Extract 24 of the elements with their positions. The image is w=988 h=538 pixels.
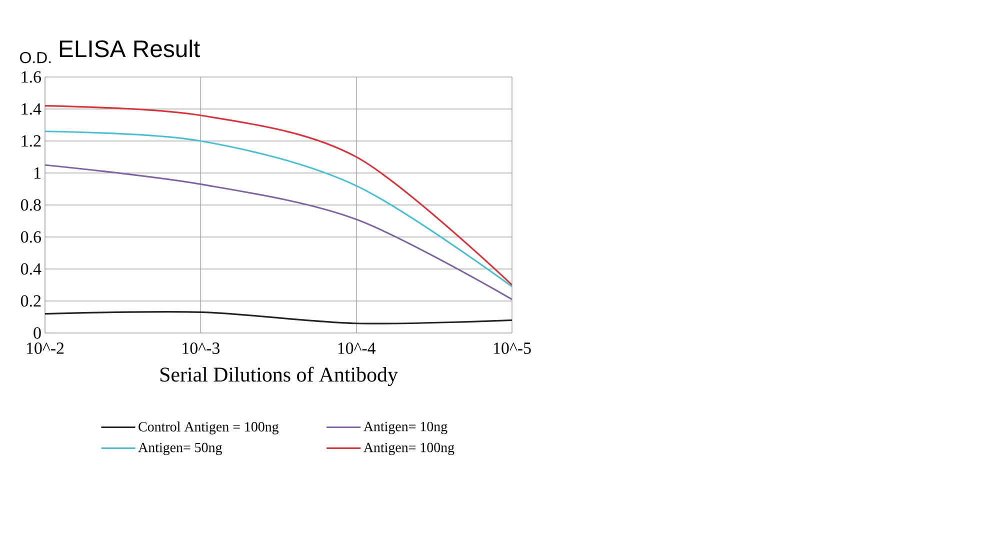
y-axis-title: O.D. — [20, 52, 51, 64]
y-tick-label: 1 — [34, 167, 40, 179]
x-tick-label: 10^-2 — [27, 342, 64, 354]
y-tick-label: 1.6 — [22, 71, 41, 83]
legend-label: Control Antigen = 100ng — [138, 422, 279, 434]
y-tick-label: 0.6 — [20, 231, 41, 243]
line-series — [45, 130, 512, 288]
chart-title: ELISA Result — [60, 40, 200, 58]
line-series — [45, 104, 512, 286]
x-tick-label: 10^-5 — [494, 342, 531, 354]
y-tick-label: 1.4 — [22, 103, 42, 115]
x-tick-label: 10^-3 — [182, 342, 220, 354]
legend-label: Antigen= 50ng — [138, 442, 222, 456]
line-series — [45, 310, 512, 324]
y-tick-label: 0.2 — [20, 295, 41, 307]
x-tick-label: 10^-4 — [338, 342, 376, 354]
y-tick-label: 0.8 — [20, 199, 41, 211]
y-tick-label: 0.4 — [20, 263, 42, 275]
x-axis-title: Serial Dilutions of Antibody — [160, 366, 398, 386]
legend-label: Antigen= 100ng — [364, 442, 454, 456]
y-tick-label: 1.2 — [22, 135, 41, 147]
line-series — [45, 164, 512, 300]
legend-label: Antigen= 10ng — [364, 422, 448, 434]
y-tick-label: 0 — [34, 327, 41, 339]
